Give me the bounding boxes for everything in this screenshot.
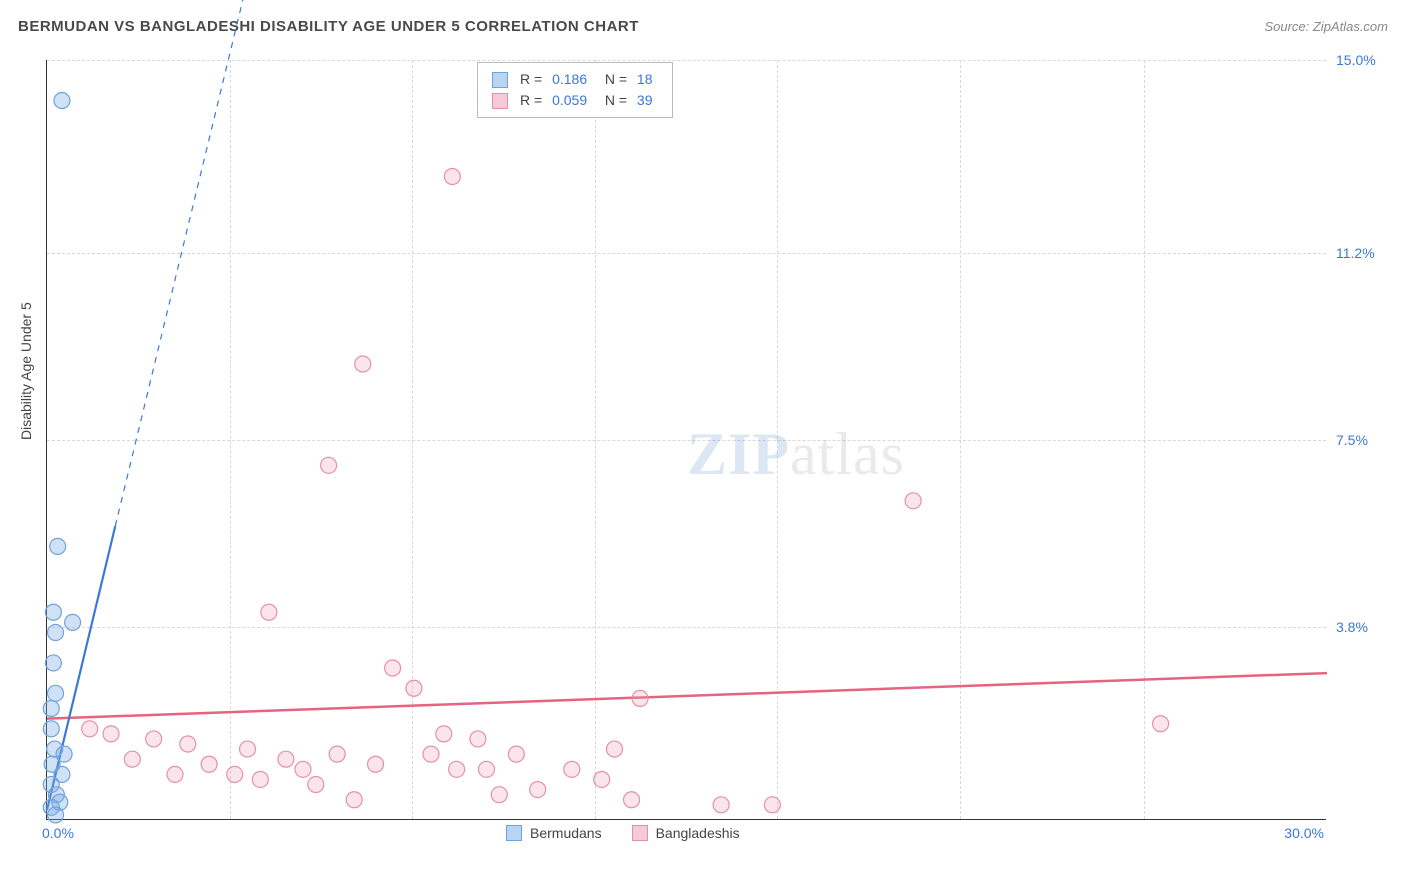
data-point <box>227 766 243 782</box>
y-tick-label: 3.8% <box>1336 619 1368 635</box>
scatter-plot: Disability Age Under 5 ZIPatlas R = 0.18… <box>46 60 1386 850</box>
data-point <box>103 726 119 742</box>
data-point <box>48 807 64 823</box>
data-point <box>167 766 183 782</box>
legend-label: Bangladeshis <box>656 825 740 841</box>
data-point <box>65 614 81 630</box>
data-point <box>308 777 324 793</box>
data-point <box>124 751 140 767</box>
x-axis-max-label: 30.0% <box>1284 825 1324 841</box>
y-tick-label: 11.2% <box>1336 245 1375 261</box>
y-tick-label: 15.0% <box>1336 52 1376 68</box>
data-point <box>444 169 460 185</box>
y-tick-label: 7.5% <box>1336 432 1368 448</box>
y-axis-label: Disability Age Under 5 <box>18 302 34 440</box>
source-attribution: Source: ZipAtlas.com <box>1264 19 1388 34</box>
data-point <box>261 604 277 620</box>
data-point <box>43 721 59 737</box>
data-point <box>355 356 371 372</box>
legend-item-bermudans: Bermudans <box>506 825 602 841</box>
data-point <box>82 721 98 737</box>
data-point <box>48 685 64 701</box>
chart-title: BERMUDAN VS BANGLADESHI DISABILITY AGE U… <box>18 18 639 35</box>
legend-row-bermudans: R = 0.186 N = 18 <box>492 69 658 90</box>
data-point <box>406 680 422 696</box>
data-point <box>240 741 256 757</box>
data-point <box>478 761 494 777</box>
data-point <box>624 792 640 808</box>
swatch-bangladeshis-icon <box>492 93 508 109</box>
data-point <box>329 746 345 762</box>
data-point <box>43 701 59 717</box>
data-point <box>180 736 196 752</box>
data-point <box>632 690 648 706</box>
data-point <box>436 726 452 742</box>
data-point <box>530 782 546 798</box>
data-point <box>385 660 401 676</box>
swatch-bermudans-icon <box>492 72 508 88</box>
data-point <box>346 792 362 808</box>
swatch-bermudans-icon <box>506 825 522 841</box>
x-axis-origin-label: 0.0% <box>42 825 74 841</box>
legend-row-bangladeshis: R = 0.059 N = 39 <box>492 90 658 111</box>
data-point <box>45 604 61 620</box>
data-point <box>470 731 486 747</box>
data-point <box>278 751 294 767</box>
data-point <box>48 625 64 641</box>
data-point <box>45 655 61 671</box>
data-point <box>423 746 439 762</box>
data-point <box>905 493 921 509</box>
data-point <box>508 746 524 762</box>
data-point <box>54 93 70 109</box>
data-point <box>50 538 66 554</box>
data-point <box>594 771 610 787</box>
swatch-bangladeshis-icon <box>632 825 648 841</box>
data-point <box>201 756 217 772</box>
data-point <box>449 761 465 777</box>
plot-area: ZIPatlas R = 0.186 N = 18 R = 0.059 <box>46 60 1326 820</box>
data-point <box>764 797 780 813</box>
data-point <box>606 741 622 757</box>
data-point <box>146 731 162 747</box>
data-point <box>1153 716 1169 732</box>
legend-item-bangladeshis: Bangladeshis <box>632 825 740 841</box>
data-point <box>368 756 384 772</box>
data-point <box>295 761 311 777</box>
data-point <box>252 771 268 787</box>
data-point <box>321 457 337 473</box>
legend-label: Bermudans <box>530 825 602 841</box>
scatter-points <box>47 60 1327 820</box>
data-point <box>491 787 507 803</box>
data-point <box>564 761 580 777</box>
correlation-legend: R = 0.186 N = 18 R = 0.059 N = 39 <box>477 62 673 118</box>
data-point <box>713 797 729 813</box>
series-legend: Bermudans Bangladeshis <box>506 825 740 841</box>
